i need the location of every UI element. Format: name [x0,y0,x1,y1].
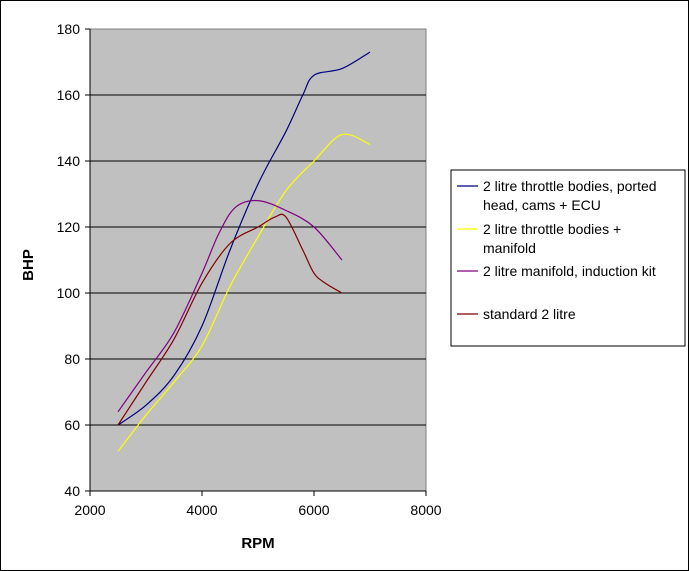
y-tick-label: 100 [57,285,81,301]
y-tick-label: 60 [64,417,80,433]
plot-area [89,28,427,492]
y-tick-label: 140 [57,153,81,169]
legend-box [450,169,686,347]
legend-items: 2 litre throttle bodies, ported head, cam… [457,178,657,322]
series-line-2 [117,199,343,413]
x-axis-title: RPM [241,535,274,552]
y-tick-label: 40 [64,483,80,499]
series-line-1 [117,133,371,452]
x-tick-label: 4000 [186,502,217,518]
grid-lines [90,94,426,426]
legend-label-2: 2 litre manifold, induction kit [483,263,656,279]
legend-label-3: standard 2 litre [483,306,576,322]
y-tick-label: 180 [57,21,81,37]
series-line-3 [117,213,343,426]
x-tick-label: 6000 [298,502,329,518]
legend-label-0: 2 litre throttle bodies, ported [483,178,657,194]
x-tick-label: 2000 [74,502,105,518]
legend-label-0: head, cams + ECU [483,197,601,213]
y-tick-label: 160 [57,87,81,103]
axis-ticks: 40 60 80 100 120 140 160 180 2000 4000 6000 8000 [57,21,442,518]
series-line-0 [117,51,371,426]
x-tick-label: 8000 [410,502,441,518]
legend-label-1: manifold [483,240,536,256]
series-lines [117,51,371,452]
legend-label-1: 2 litre throttle bodies + [483,221,621,237]
y-tick-label: 80 [64,351,80,367]
y-tick-label: 120 [57,219,81,235]
y-axis-title: BHP [20,249,37,281]
legend: 2 litre throttle bodies, ported head, cam… [450,169,686,347]
